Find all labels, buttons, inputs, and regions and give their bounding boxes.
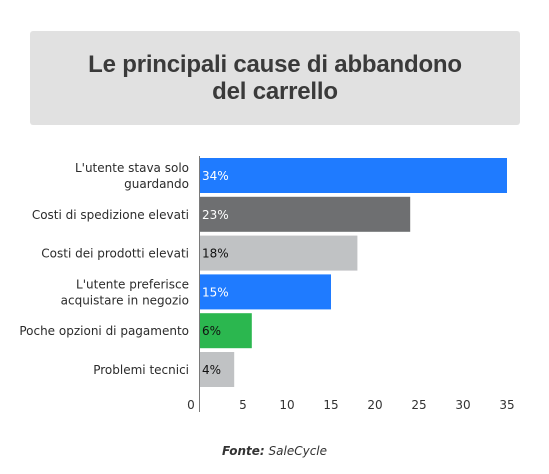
bar: [199, 313, 252, 349]
bar: [199, 274, 331, 310]
x-tick-label: 30: [455, 398, 470, 412]
x-tick-label: 20: [367, 398, 382, 412]
x-tick-label: 5: [239, 398, 247, 412]
bar-value-label: 4%: [202, 363, 221, 377]
bar-value-label: 6%: [202, 324, 221, 338]
category-label: L'utente preferisce: [76, 277, 189, 291]
bar-value-label: 18%: [202, 247, 229, 261]
source-name: SaleCycle: [268, 444, 328, 458]
x-tick-label: 10: [279, 398, 294, 412]
source-note: Fonte: SaleCycle: [0, 444, 549, 458]
bar: [199, 158, 507, 193]
source-label: Fonte:: [221, 444, 265, 458]
bar: [199, 352, 235, 387]
category-label: Problemi tecnici: [93, 363, 189, 377]
category-label: Poche opzioni di pagamento: [19, 324, 189, 338]
title-panel: Le principali cause di abbandono del car…: [30, 31, 520, 125]
chart-title: Le principali cause di abbandono del car…: [88, 51, 462, 105]
bar-value-label: 15%: [202, 285, 229, 299]
bar-value-label: 34%: [202, 169, 229, 183]
bar-value-label: 23%: [202, 208, 229, 222]
category-label: Costi dei prodotti elevati: [41, 247, 189, 261]
x-tick-label: 15: [323, 398, 338, 412]
x-tick-label: 0: [187, 398, 195, 412]
bar: [199, 235, 358, 271]
category-label: acquistare in negozio: [61, 293, 189, 307]
bar: [199, 196, 411, 232]
category-label: guardando: [124, 177, 189, 191]
x-tick-label: 25: [411, 398, 426, 412]
x-tick-label: 35: [499, 398, 514, 412]
category-label: Costi di spedizione elevati: [32, 208, 189, 222]
category-label: L'utente stava solo: [75, 161, 189, 175]
